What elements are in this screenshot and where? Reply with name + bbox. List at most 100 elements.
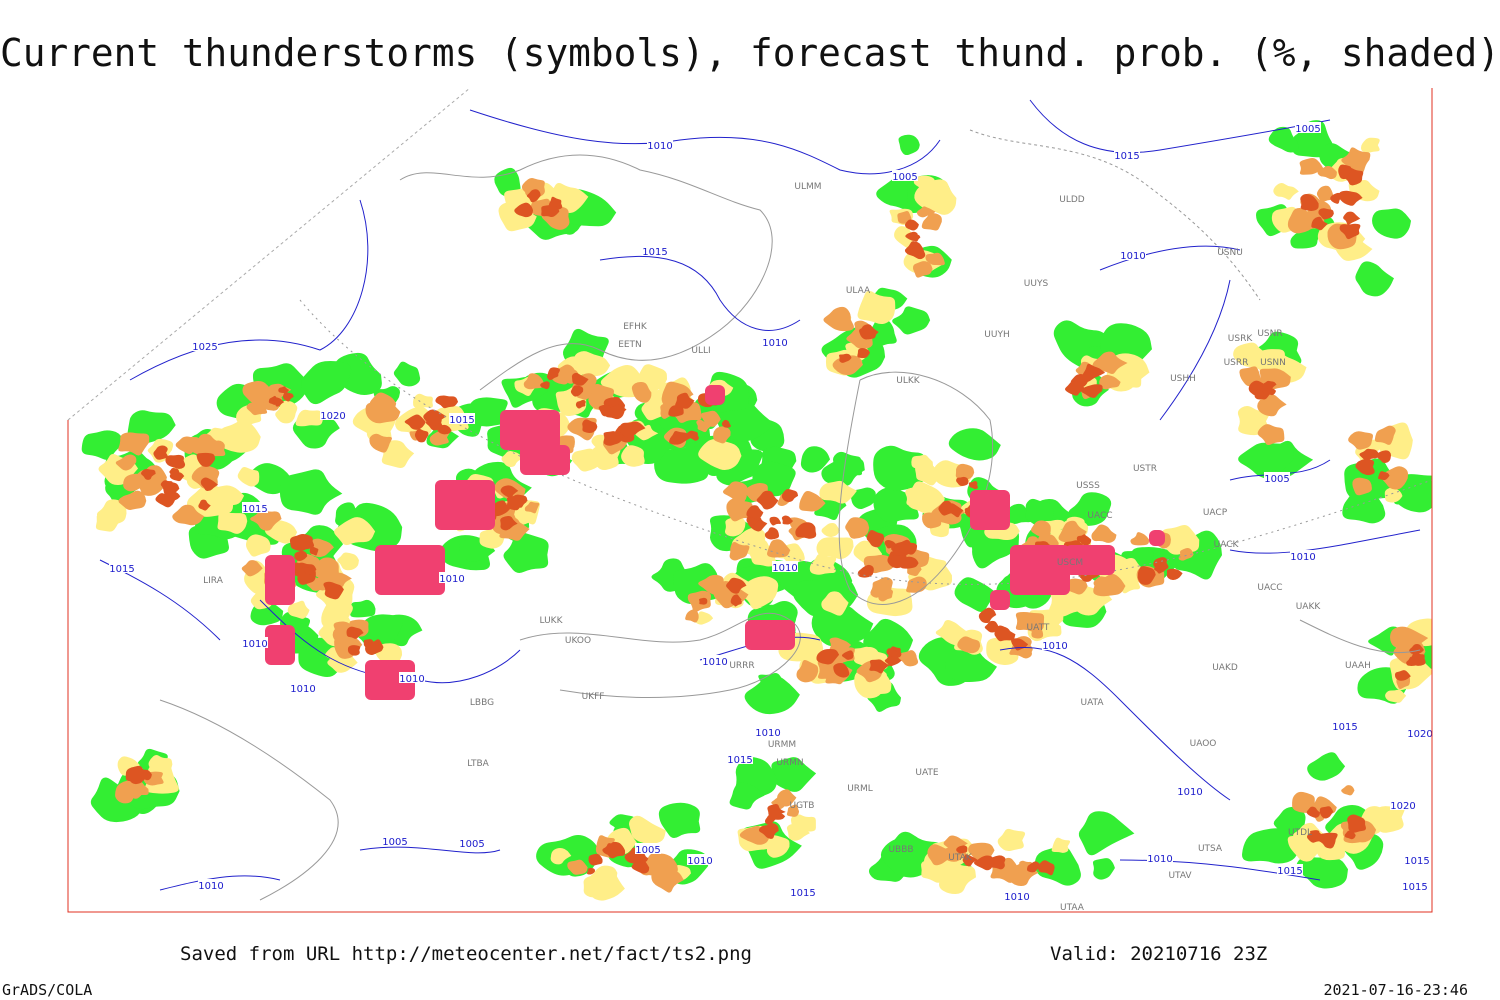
- shade-f0a050: [1093, 573, 1126, 597]
- shade-dd5522: [603, 431, 623, 446]
- shade-f0a050: [315, 557, 339, 581]
- isobar-label-bg: [727, 753, 753, 764]
- shade-dd5522: [540, 381, 550, 390]
- shade-33ee33: [1342, 485, 1386, 524]
- shade-f0a050: [1287, 208, 1313, 234]
- thunderstorm-symbol: [990, 590, 1010, 610]
- shade-dd5522: [909, 233, 921, 242]
- shade-f0a050: [1374, 425, 1396, 445]
- isobar-label: 1020: [1390, 801, 1415, 812]
- shade-dd5522: [278, 386, 290, 394]
- shade-ffee88: [621, 445, 645, 467]
- shade-f0a050: [1130, 532, 1150, 546]
- shade-dd5522: [904, 219, 919, 231]
- shade-f0a050: [115, 454, 137, 471]
- shade-dd5522: [1378, 471, 1390, 481]
- shade-f0a050: [631, 381, 652, 403]
- shade-f0a050: [241, 560, 263, 577]
- isobar-label: 1010: [1004, 892, 1029, 903]
- shade-dd5522: [1359, 448, 1380, 461]
- shade-f0a050: [1030, 520, 1051, 538]
- shade-ffee88: [1369, 806, 1405, 833]
- source-url: Saved from URL http://meteocenter.net/fa…: [180, 943, 752, 965]
- shade-dd5522: [414, 428, 429, 443]
- station-label: LBBG: [470, 698, 494, 708]
- shade-f0a050: [1316, 185, 1334, 203]
- shade-f0a050: [567, 859, 588, 875]
- shade-dd5522: [816, 649, 840, 665]
- isobar: [1029, 99, 1331, 154]
- shade-ffee88: [809, 554, 837, 575]
- isobar-label: 1015: [1277, 866, 1302, 877]
- thunderstorm-symbol: [265, 555, 295, 605]
- station-label: UTDL: [1288, 828, 1312, 838]
- isobar-label: 1015: [1332, 722, 1357, 733]
- shade-dd5522: [506, 495, 527, 511]
- isobar: [359, 846, 501, 854]
- title: Current thunderstorms (symbols), forecas…: [0, 31, 1500, 75]
- shade-dd5522: [989, 855, 1006, 870]
- station-label: USHH: [1170, 374, 1196, 384]
- shade-f0a050: [943, 835, 968, 851]
- isobar-label: 1015: [1402, 882, 1427, 893]
- station-label: ULAA: [846, 286, 871, 296]
- isobar: [129, 199, 369, 381]
- station-label: EFHK: [623, 322, 648, 332]
- shade-dd5522: [582, 419, 598, 434]
- isobar-label: 1010: [198, 881, 223, 892]
- station-label: ULMM: [794, 182, 821, 192]
- shade-dd5522: [1027, 864, 1038, 872]
- shade-dd5522: [619, 421, 646, 438]
- shade-33ee33: [744, 676, 800, 715]
- isobar-label: 1010: [1290, 552, 1315, 563]
- border: [969, 129, 1261, 301]
- station-label: UATT: [1027, 623, 1050, 633]
- station-label: UBBB: [888, 845, 913, 855]
- station-label: UGTB: [790, 801, 815, 811]
- shade-dd5522: [435, 395, 459, 409]
- shade-33ee33: [880, 835, 932, 878]
- isobar-label-bg: [1402, 880, 1428, 891]
- station-label: UKOO: [565, 636, 591, 646]
- shade-dd5522: [1330, 192, 1342, 204]
- shade-33ee33: [1034, 846, 1081, 886]
- shade-33ee33: [945, 643, 997, 682]
- shade-33ee33: [503, 532, 549, 574]
- shade-dd5522: [962, 854, 979, 867]
- shade-ffee88: [891, 589, 910, 604]
- isobar-label-bg: [1120, 249, 1146, 260]
- isobar-label: 1010: [702, 657, 727, 668]
- shade-dd5522: [586, 867, 596, 875]
- shade-33ee33: [81, 430, 125, 460]
- shade-dd5522: [294, 534, 315, 550]
- isobar-label-bg: [702, 655, 728, 666]
- shade-f0a050: [1299, 158, 1324, 175]
- shade-dd5522: [857, 348, 870, 358]
- shade-ffee88: [295, 409, 324, 427]
- isobar-label-bg: [382, 835, 408, 846]
- shade-dd5522: [1064, 381, 1086, 396]
- shade-f0a050: [1091, 524, 1117, 543]
- shade-dd5522: [1081, 363, 1106, 382]
- shade-f0a050: [696, 419, 712, 433]
- caspian-coast: [838, 371, 994, 605]
- shade-33ee33: [1296, 856, 1349, 889]
- shade-dd5522: [1307, 831, 1325, 843]
- shade-ffee88: [914, 179, 957, 215]
- map-edge: [67, 87, 471, 421]
- shade-dd5522: [1338, 164, 1352, 180]
- shade-33ee33: [850, 487, 876, 510]
- shade-f0a050: [1348, 431, 1374, 450]
- software-credit: GrADS/COLA: [2, 981, 92, 999]
- station-label: USSS: [1076, 481, 1100, 491]
- shade-dd5522: [1311, 216, 1328, 231]
- shade-f0a050: [369, 433, 392, 453]
- shade-f0a050: [1178, 547, 1194, 561]
- station-label: LIRA: [203, 576, 224, 586]
- isobar-label: 1010: [772, 563, 797, 574]
- isobar-label: 1010: [290, 684, 315, 695]
- shade-f0a050: [1341, 785, 1355, 796]
- shade-ffee88: [894, 226, 914, 249]
- shade-dd5522: [365, 639, 384, 656]
- shade-dd5522: [1254, 389, 1264, 400]
